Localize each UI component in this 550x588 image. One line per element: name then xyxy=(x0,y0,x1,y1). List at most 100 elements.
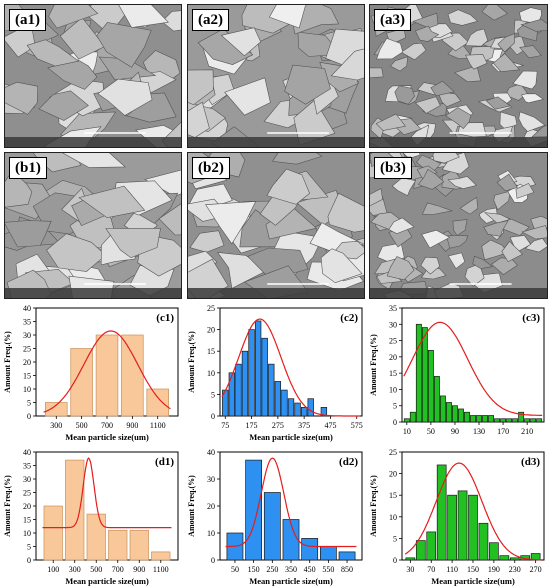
bar xyxy=(287,398,295,417)
sem-info-bar xyxy=(188,288,364,298)
x-tick-label: 1100 xyxy=(150,421,166,430)
bar xyxy=(268,363,275,417)
panel-label: (b1) xyxy=(9,157,47,179)
x-tick-label: 75 xyxy=(221,421,229,430)
y-tick-label: 25 xyxy=(23,489,31,498)
sem-particle xyxy=(78,185,146,219)
sem-particle xyxy=(46,233,107,272)
bar xyxy=(524,418,531,423)
y-axis-label: Amount Freq.(%) xyxy=(369,475,378,537)
y-tick-label: 5 xyxy=(27,543,31,552)
bar xyxy=(65,459,85,561)
sem-particle xyxy=(481,239,509,261)
panel-label: (d2) xyxy=(339,456,358,468)
sem-particle xyxy=(220,27,262,57)
bar xyxy=(421,327,428,423)
bar xyxy=(509,557,520,561)
bar xyxy=(445,402,452,423)
bar xyxy=(228,372,236,417)
y-tick-label: 15 xyxy=(389,369,397,378)
sem-particle xyxy=(5,81,39,115)
bar xyxy=(300,407,308,417)
sem-particle xyxy=(447,9,479,26)
x-tick-label: 30 xyxy=(406,565,414,574)
bar xyxy=(108,529,128,561)
x-tick-label: 130 xyxy=(473,427,485,436)
panel-label: (d1) xyxy=(155,456,174,468)
bar xyxy=(464,411,470,423)
sem-particle xyxy=(98,56,157,81)
y-tick-label: 10 xyxy=(389,513,397,522)
sem-particle xyxy=(224,77,271,116)
histogram-c3: 0 5 10 15 20 25 30 35 10 50 90 130 170 210 (c3) Amount … xyxy=(369,304,545,436)
sem-texture xyxy=(188,5,364,147)
bar xyxy=(536,418,543,423)
y-tick-label: 0 xyxy=(211,412,215,421)
sem-particle xyxy=(452,219,468,236)
x-tick-label: 210 xyxy=(521,427,533,436)
x-tick-label: 300 xyxy=(50,421,62,430)
bar xyxy=(121,334,144,417)
sem-particle xyxy=(485,96,511,110)
x-axis-label: Mean particle size(um) xyxy=(65,432,149,442)
bar xyxy=(470,415,476,423)
sem-particle xyxy=(188,69,214,106)
sem-particle xyxy=(161,10,181,32)
y-tick-label: 15 xyxy=(389,491,397,500)
panel-label: (b3) xyxy=(374,157,412,179)
sem-particle xyxy=(38,90,89,121)
bar xyxy=(274,381,282,417)
x-axis-label: Mean particle size(um) xyxy=(249,432,333,442)
sem-particle xyxy=(420,256,441,275)
x-tick-label: 475 xyxy=(324,421,336,430)
sem-particle xyxy=(437,91,462,108)
x-tick-label: 350 xyxy=(285,565,297,574)
sem-particle xyxy=(47,59,98,90)
y-tick-label: 30 xyxy=(389,320,397,329)
sem-particle xyxy=(327,192,364,233)
bar xyxy=(307,398,314,417)
sem-particle xyxy=(459,196,479,215)
bar xyxy=(320,407,328,417)
y-tick-label: 30 xyxy=(207,475,215,484)
panel-label: (b2) xyxy=(192,157,230,179)
sem-particle xyxy=(266,168,310,205)
sem-particle xyxy=(421,202,454,215)
bar xyxy=(512,418,519,423)
bar xyxy=(433,376,440,423)
bar xyxy=(427,349,434,423)
histogram-c1: 0 5 10 15 20 25 30 35 40 300 500 700 900 1100 (c1) Amou… xyxy=(3,304,179,442)
bar xyxy=(245,459,263,561)
sem-image-b2: (b2) xyxy=(187,152,365,299)
y-tick-label: 20 xyxy=(23,502,31,511)
bar xyxy=(151,551,171,561)
x-tick-label: 300 xyxy=(69,565,81,574)
y-tick-label: 10 xyxy=(207,369,215,378)
histogram-d2: 0 10 20 30 40 50 150 250 350 450 550 850 (d2) Amount … xyxy=(187,448,363,586)
x-tick-label: 150 xyxy=(248,565,260,574)
bar xyxy=(43,505,63,561)
x-tick-label: 110 xyxy=(446,565,458,574)
sem-particle xyxy=(497,33,515,53)
sem-particle xyxy=(472,255,494,270)
sem-particle xyxy=(390,56,409,72)
sem-particle xyxy=(375,113,406,131)
bar xyxy=(500,418,507,423)
bar xyxy=(488,415,494,423)
sem-image-a1: (a1) xyxy=(4,4,182,148)
sem-particle xyxy=(412,12,439,29)
x-tick-label: 50 xyxy=(427,427,435,436)
x-axis-label: Mean particle size(um) xyxy=(249,576,333,586)
histogram-d1: 0 5 10 15 20 25 30 35 40 100 300 500 700 900 1100 (d1) A… xyxy=(3,448,179,586)
sem-info-bar xyxy=(188,137,364,147)
x-tick-label: 250 xyxy=(266,565,278,574)
sem-image-b3: (b3) xyxy=(369,152,548,299)
y-tick-label: 10 xyxy=(23,385,31,394)
sem-particle xyxy=(48,5,99,29)
y-tick-label: 0 xyxy=(27,556,31,565)
bar xyxy=(489,542,499,561)
y-tick-label: 5 xyxy=(27,399,31,408)
sem-particle xyxy=(520,18,547,32)
sem-particle xyxy=(394,85,415,105)
sem-particle xyxy=(417,168,445,190)
